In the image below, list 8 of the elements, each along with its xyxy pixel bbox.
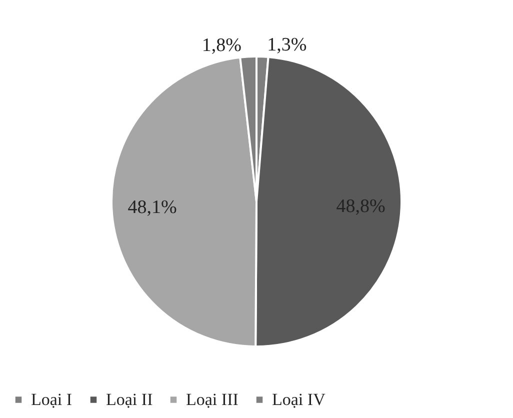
legend-label: Loại I	[31, 390, 72, 409]
legend-label: Loại IV	[272, 390, 326, 409]
legend-label: Loại II	[106, 390, 154, 409]
legend-label: Loại III	[186, 390, 239, 409]
data-label: 1,3%	[267, 34, 307, 56]
data-label: 48,1%	[128, 197, 177, 218]
data-label: 48,8%	[336, 196, 386, 218]
data-label: 1,8%	[202, 34, 242, 56]
